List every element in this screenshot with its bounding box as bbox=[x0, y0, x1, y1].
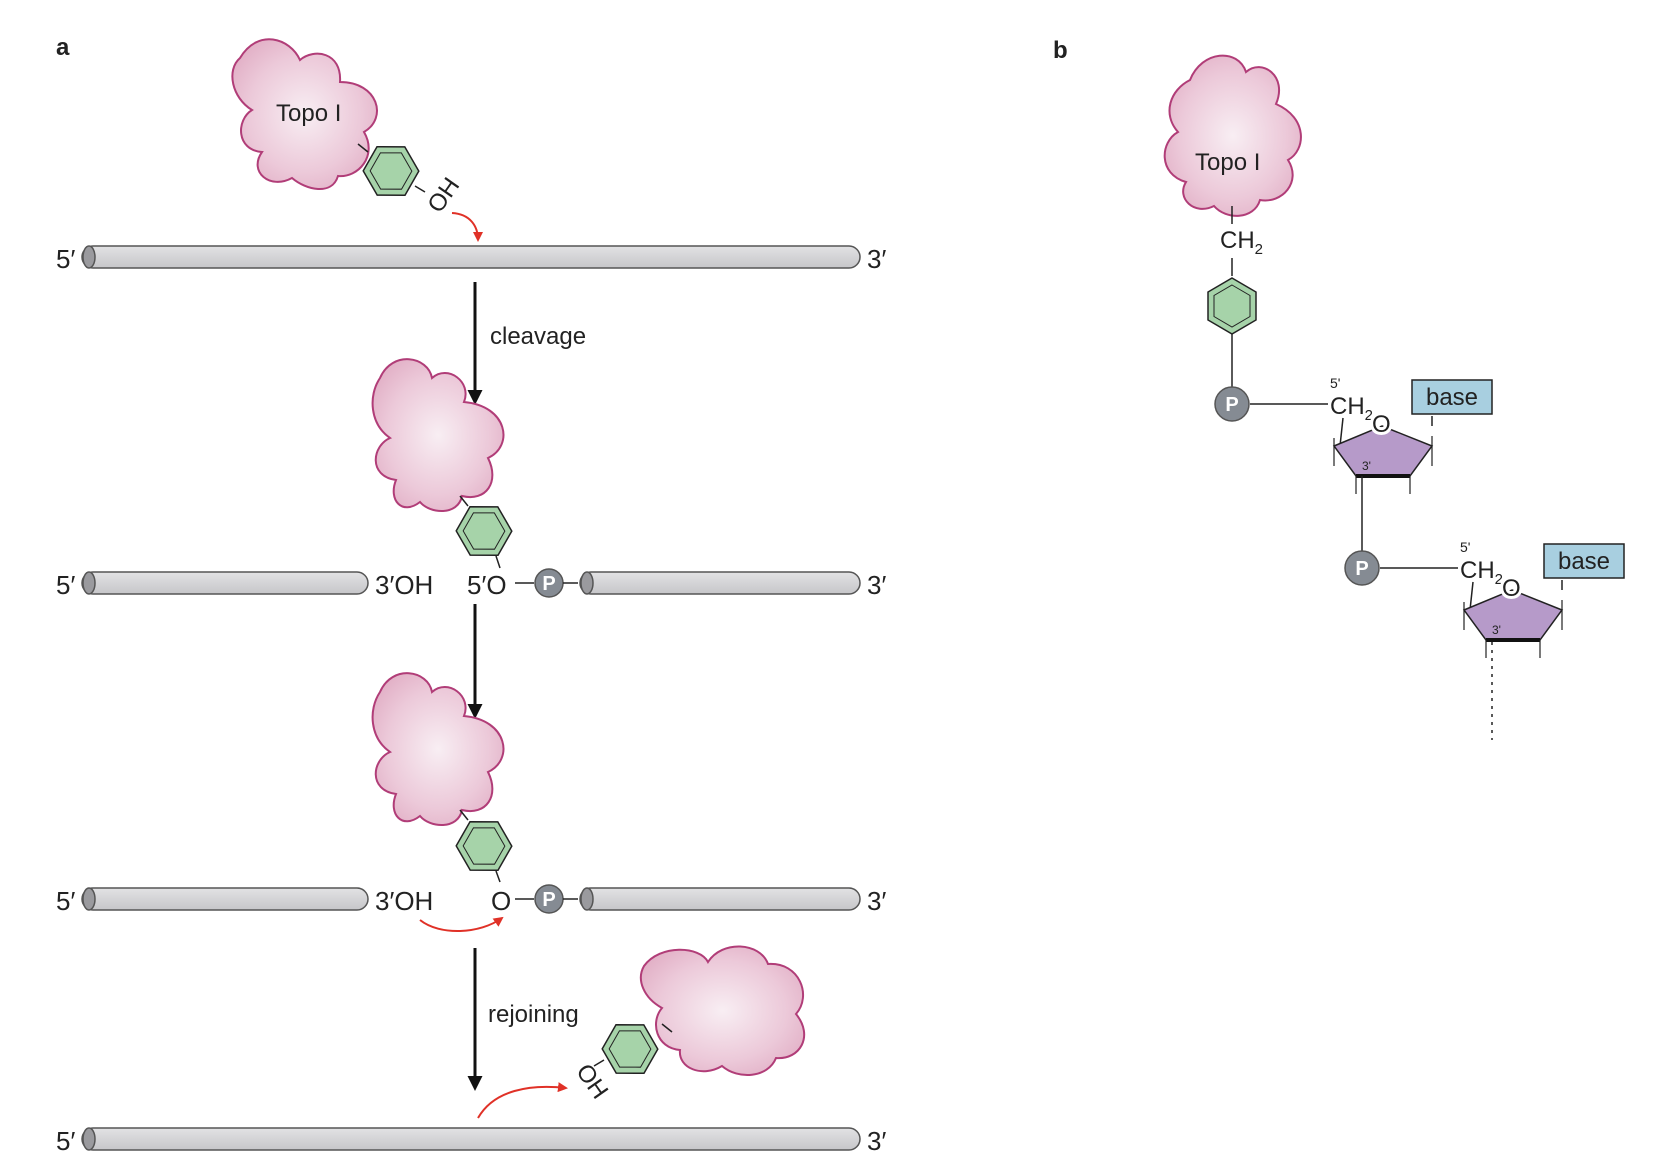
enzyme-blob-3 bbox=[371, 672, 505, 827]
rejoining-label: rejoining bbox=[488, 1001, 579, 1028]
enzyme-blob-4 bbox=[639, 945, 806, 1077]
nucleophilic-attack-arrow-1 bbox=[451, 212, 483, 242]
dna-right-fragment-3 bbox=[579, 887, 861, 911]
tyrosine-ring-1 bbox=[362, 145, 420, 197]
release-arrow bbox=[477, 1082, 568, 1119]
phosphate-b1 bbox=[1214, 386, 1250, 422]
five-prime-label-b2: 5' bbox=[1460, 539, 1470, 555]
enzyme-blob-1 bbox=[231, 38, 378, 191]
five-prime-label-b1: 5' bbox=[1330, 375, 1340, 391]
phosphate-2-label: P bbox=[542, 573, 555, 595]
strand3-3prime: 3′ bbox=[867, 886, 886, 916]
strand4-5prime: 5′ bbox=[56, 1126, 75, 1156]
strand2-5prime: 5′ bbox=[56, 570, 75, 600]
deoxyribose-b2 bbox=[1462, 589, 1564, 658]
base-box-b1 bbox=[1411, 379, 1493, 415]
three-prime-label-b2: 3' bbox=[1492, 623, 1501, 637]
strand2-3OH: 3′OH bbox=[375, 570, 433, 600]
three-prime-label-b1: 3' bbox=[1362, 459, 1371, 473]
phosphate-b1-label: P bbox=[1225, 394, 1238, 416]
base-label-b2: base bbox=[1558, 548, 1610, 575]
hydroxyl-label-1: OH bbox=[422, 173, 465, 218]
hydroxyl-label-4: OH bbox=[571, 1059, 614, 1104]
panel-label-a: a bbox=[56, 34, 70, 61]
enzyme-blob-b bbox=[1163, 54, 1302, 217]
strand4-3prime: 3′ bbox=[867, 1126, 886, 1156]
ch2-label-b2: CH2 bbox=[1460, 557, 1503, 588]
strand1-5prime: 5′ bbox=[56, 244, 75, 274]
dna-left-fragment-2 bbox=[81, 571, 369, 595]
cleavage-label: cleavage bbox=[490, 323, 586, 350]
strand1-3prime: 3′ bbox=[867, 244, 886, 274]
enzyme-blob-2 bbox=[371, 358, 505, 513]
strand3-3OH: 3′OH bbox=[375, 886, 433, 916]
enzyme-label-1: Topo I bbox=[276, 100, 341, 127]
dna-duplex-1 bbox=[81, 245, 861, 269]
phosphate-b2 bbox=[1344, 550, 1380, 586]
strand3-5prime: 5′ bbox=[56, 886, 75, 916]
deoxyribose-b1 bbox=[1332, 425, 1434, 494]
tyrosine-ring-b bbox=[1207, 277, 1257, 335]
phosphate-3-label: P bbox=[542, 889, 555, 911]
strand2-5O: 5′O bbox=[467, 570, 507, 600]
panel-label-b: b bbox=[1053, 37, 1068, 64]
tyrosine-ring-2 bbox=[455, 505, 513, 557]
phosphate-b2-label: P bbox=[1355, 558, 1368, 580]
methylene-label-b: CH2 bbox=[1220, 227, 1263, 258]
enzyme-label-b: Topo I bbox=[1195, 149, 1260, 176]
dna-left-fragment-3 bbox=[81, 887, 369, 911]
strand3-O: O bbox=[491, 886, 511, 916]
tyrosine-ring-3 bbox=[455, 820, 513, 872]
religation-attack-arrow bbox=[419, 916, 504, 932]
strand2-3prime: 3′ bbox=[867, 570, 886, 600]
base-box-b2 bbox=[1543, 543, 1625, 579]
ring-oxygen-b2: O bbox=[1502, 575, 1521, 602]
base-label-b1: base bbox=[1426, 384, 1478, 411]
dna-duplex-4 bbox=[81, 1127, 861, 1151]
tyrosine-ring-4 bbox=[601, 1023, 659, 1075]
ring-oxygen-b1: O bbox=[1372, 411, 1391, 438]
dna-right-fragment-2 bbox=[579, 571, 861, 595]
ch2-label-b1: CH2 bbox=[1330, 393, 1373, 424]
